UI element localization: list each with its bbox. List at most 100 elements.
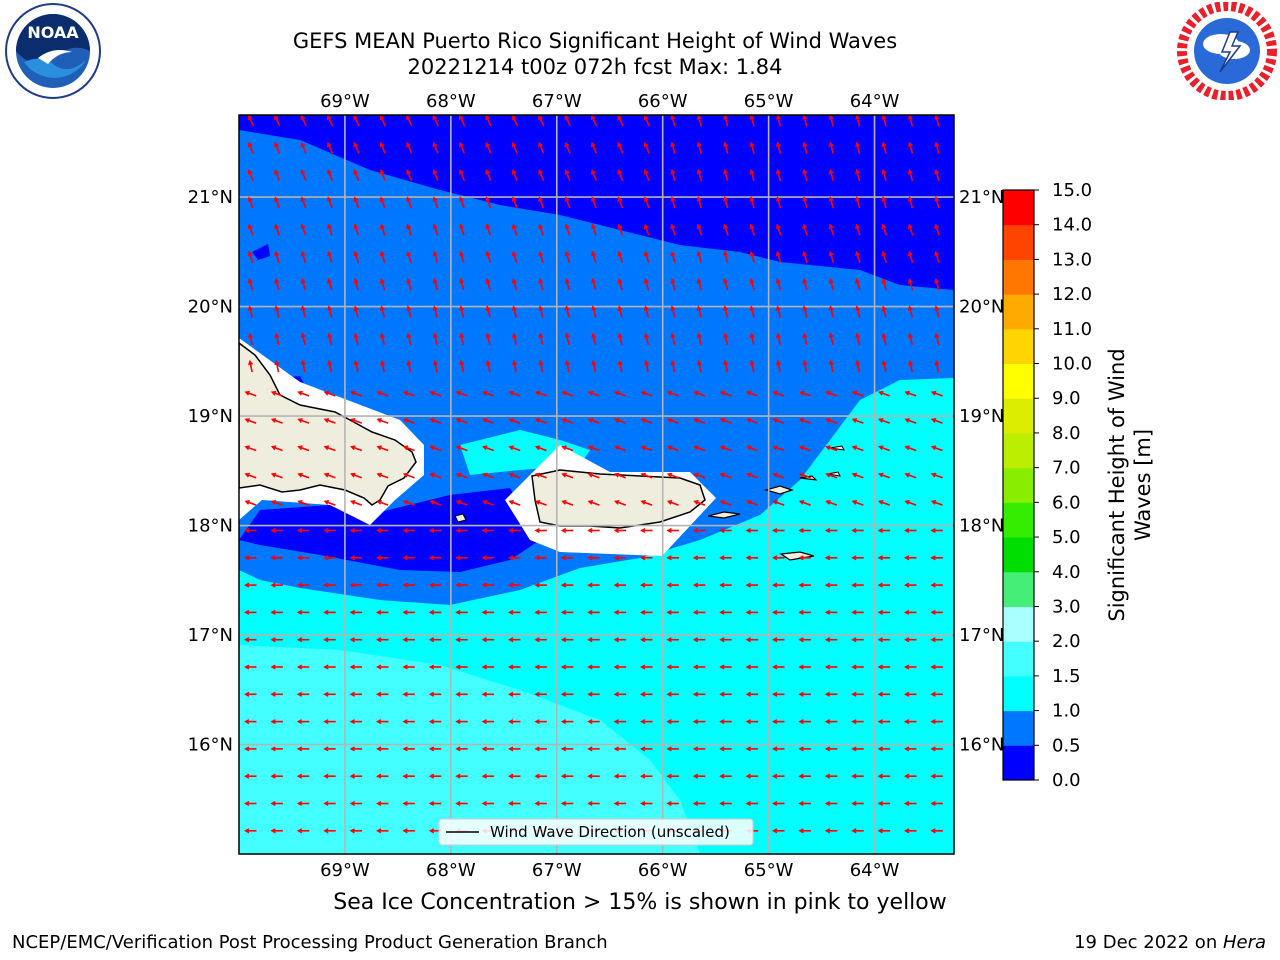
wave-direction-arrow	[482, 418, 495, 424]
colorbar-segment	[1003, 606, 1034, 642]
wave-direction-arrow	[802, 141, 808, 154]
wave-direction-arrow	[772, 555, 785, 561]
wave-direction-arrow	[560, 746, 574, 752]
colorbar-segment	[1003, 363, 1034, 399]
wave-direction-arrow	[247, 196, 254, 209]
wave-direction-arrow	[591, 223, 597, 236]
wave-direction-arrow	[459, 278, 465, 291]
wave-direction-arrow	[327, 332, 333, 345]
wave-direction-arrow	[458, 141, 466, 154]
wave-direction-arrow	[802, 359, 808, 373]
wave-direction-arrow	[485, 223, 492, 236]
wave-direction-arrow	[402, 691, 415, 697]
wave-direction-arrow	[670, 332, 676, 345]
wave-direction-arrow	[877, 582, 891, 588]
wave-direction-arrow	[692, 664, 706, 670]
wave-direction-arrow	[323, 472, 336, 479]
colorbar-segment	[1003, 398, 1034, 434]
wave-direction-arrow	[617, 332, 623, 345]
wave-direction-arrow	[508, 637, 521, 643]
wave-direction-arrow	[326, 115, 334, 127]
wave-direction-arrow	[877, 828, 891, 834]
wave-direction-arrow	[297, 472, 310, 479]
wave-direction-arrow	[904, 800, 917, 807]
wave-direction-arrow	[296, 746, 310, 752]
wave-direction-arrow	[455, 609, 468, 615]
wave-direction-arrow	[455, 418, 468, 424]
wave-direction-arrow	[696, 141, 702, 154]
wave-direction-arrow	[297, 418, 310, 424]
wave-direction-arrow	[402, 719, 415, 725]
wave-direction-arrow	[745, 664, 759, 670]
wave-direction-arrow	[512, 359, 518, 373]
contour-0.0-0.5-speck	[252, 244, 270, 260]
wave-direction-arrow	[349, 582, 363, 588]
wave-direction-arrow	[508, 691, 521, 697]
wave-direction-arrow	[881, 332, 887, 345]
wave-direction-arrow	[613, 609, 627, 615]
graticule	[239, 115, 954, 854]
wave-direction-arrow	[828, 223, 835, 236]
wave-direction-arrow	[798, 418, 811, 424]
wave-direction-arrow	[723, 168, 729, 182]
wave-direction-arrow	[877, 800, 891, 807]
wave-direction-arrow	[296, 555, 310, 561]
wave-direction-arrow	[323, 828, 336, 834]
wave-direction-arrow	[349, 773, 363, 779]
wave-direction-arrow	[376, 390, 389, 397]
wave-direction-arrow	[376, 719, 389, 725]
wave-direction-arrow	[772, 828, 785, 834]
wave-direction-arrow	[538, 250, 544, 263]
wave-direction-arrow	[640, 746, 653, 752]
legend-label: Wind Wave Direction (unscaled)	[490, 823, 730, 841]
wave-direction-arrow	[511, 305, 518, 318]
wave-direction-arrow	[300, 250, 307, 263]
wave-direction-arrow	[719, 445, 732, 452]
wave-direction-arrow	[617, 223, 624, 236]
land-hispaniola	[239, 342, 417, 506]
wave-direction-arrow	[640, 472, 653, 479]
wave-direction-arrow	[851, 582, 864, 588]
wave-direction-arrow	[323, 555, 336, 561]
wave-direction-arrow	[402, 773, 415, 779]
wave-direction-arrow	[402, 582, 415, 588]
wave-direction-arrow	[825, 445, 838, 452]
wave-direction-arrow	[323, 637, 336, 643]
wave-direction-arrow	[327, 250, 333, 263]
wave-direction-arrow	[930, 555, 943, 561]
wave-direction-arrow	[508, 527, 521, 534]
wave-direction-arrow	[907, 223, 914, 236]
wave-direction-arrow	[617, 169, 624, 182]
wave-direction-arrow	[692, 527, 706, 534]
wave-direction-arrow	[802, 223, 808, 236]
wave-direction-arrow	[798, 445, 811, 452]
wave-direction-arrow	[353, 141, 360, 154]
wave-direction-arrow	[670, 223, 676, 236]
wave-direction-arrow	[772, 418, 785, 424]
wave-direction-arrow	[455, 773, 468, 779]
lat-tick-label: 17°N	[959, 625, 1004, 646]
wave-direction-arrow	[881, 250, 887, 263]
wave-direction-arrow	[749, 278, 755, 291]
wave-direction-arrow	[904, 773, 917, 779]
wave-direction-arrow	[511, 196, 518, 209]
map-tick-labels: 69°W 69°W 68°W 68°W 67°W 67°W 66°W 66°W 65°W 65°W…	[188, 91, 1005, 881]
wave-direction-arrow	[323, 691, 336, 697]
wave-direction-arrow	[323, 609, 336, 615]
wave-direction-arrow	[455, 582, 468, 588]
wave-direction-arrow	[930, 719, 943, 725]
wave-direction-arrow	[904, 828, 917, 834]
wave-direction-arrow	[824, 582, 838, 588]
wave-direction-arrow	[270, 664, 283, 670]
wave-direction-arrow	[798, 773, 811, 779]
wave-direction-arrow	[244, 582, 257, 588]
wave-direction-arrow	[587, 390, 600, 397]
wave-direction-arrow	[327, 305, 333, 318]
wave-direction-arrow	[745, 609, 759, 615]
wave-direction-arrow	[534, 582, 547, 588]
wave-direction-arrow	[485, 250, 491, 263]
wave-direction-arrow	[270, 719, 283, 725]
wave-direction-arrow	[907, 250, 914, 263]
wave-direction-arrow	[640, 719, 653, 725]
wave-direction-arrow	[855, 359, 861, 373]
